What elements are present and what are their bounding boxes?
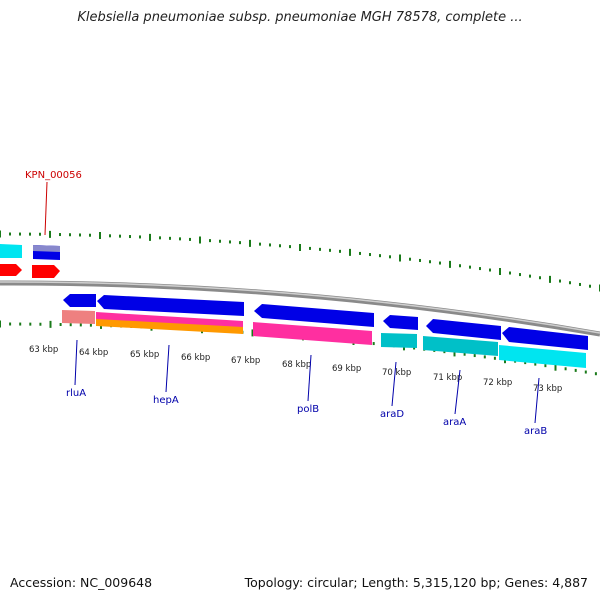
tick-label-70: 70 kbp: [382, 368, 411, 378]
genome-summary-text: Topology: circular; Length: 5,315,120 bp…: [244, 575, 588, 590]
feature-araD-blue[interactable]: [383, 315, 418, 330]
feature-red-left[interactable]: [0, 264, 22, 276]
map-title: Klebsiella pneumoniae subsp. pneumoniae …: [77, 10, 523, 25]
gene-label-hepA[interactable]: hepA: [153, 395, 179, 406]
gene-label-rluA[interactable]: rluA: [66, 388, 86, 399]
feature-kpn00056-top: [33, 245, 60, 252]
tick-label-64: 64 kbp: [79, 348, 108, 358]
rluA-leader: [74, 339, 78, 386]
tick-label-67: 67 kbp: [231, 356, 260, 366]
tick-label-63: 63 kbp: [29, 345, 58, 355]
polB-leader: [307, 354, 312, 402]
tick-label-66: 66 kbp: [181, 353, 210, 363]
feature-hepA-orange[interactable]: [96, 319, 243, 334]
feature-polB-blue[interactable]: [254, 304, 374, 327]
hepA-leader: [165, 344, 170, 393]
feature-rluA-blue[interactable]: [63, 294, 96, 307]
kpn00056-leader: [44, 181, 48, 236]
gene-label-araD[interactable]: araD: [380, 409, 404, 420]
feature-hepA-blue[interactable]: [97, 295, 244, 316]
tick-label-72: 72 kbp: [483, 378, 512, 388]
outer-tick-ring: [0, 230, 600, 292]
araA-leader: [454, 369, 461, 415]
feature-rluA-salmon[interactable]: [62, 310, 95, 324]
feature-araD-teal[interactable]: [381, 333, 417, 348]
tick-label-65: 65 kbp: [130, 350, 159, 360]
araD-leader: [391, 361, 397, 407]
feature-araB-blue[interactable]: [502, 327, 588, 350]
gene-label-polB[interactable]: polB: [297, 404, 319, 415]
araB-leader: [534, 377, 540, 424]
kpn00056-label[interactable]: KPN_00056: [25, 170, 82, 181]
gene-label-araB[interactable]: araB: [524, 426, 547, 437]
genome-backbone-highlight: [0, 281, 600, 334]
genome-backbone: [0, 280, 600, 337]
tick-label-73: 73 kbp: [533, 384, 562, 394]
feature-araA-teal[interactable]: [423, 336, 498, 356]
gene-label-araA[interactable]: araA: [443, 417, 466, 428]
tick-label-68: 68 kbp: [282, 360, 311, 370]
feature-cyan-left[interactable]: [0, 244, 22, 258]
feature-araA-blue[interactable]: [426, 319, 501, 340]
feature-araB-cyan[interactable]: [499, 345, 586, 368]
feature-polB-pink[interactable]: [253, 322, 372, 345]
tick-label-69: 69 kbp: [332, 364, 361, 374]
feature-red-kpn00056[interactable]: [32, 265, 60, 278]
accession-text: Accession: NC_009648: [10, 575, 153, 590]
tick-label-71: 71 kbp: [433, 373, 462, 383]
